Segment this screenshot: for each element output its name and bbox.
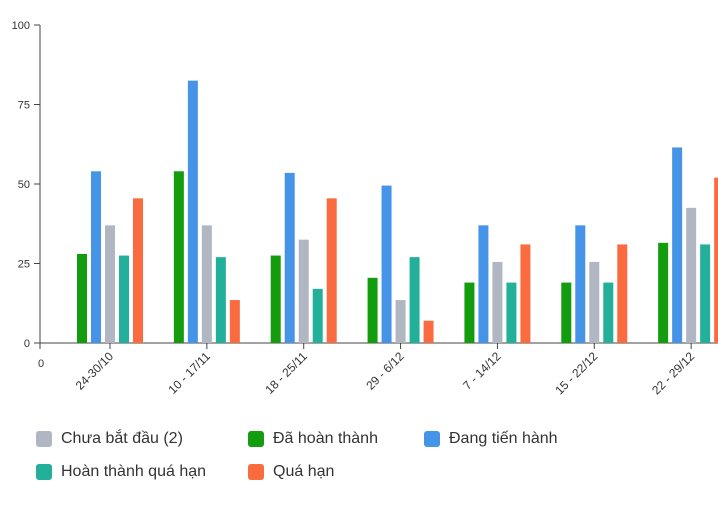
bar-4-6	[603, 282, 614, 343]
bar-2-5	[478, 225, 489, 343]
bar-3-4	[395, 300, 406, 343]
bar-2-6	[575, 225, 586, 343]
y-tick-label: 25	[18, 259, 30, 271]
legend-item: Quá hạn	[248, 463, 334, 481]
bar-4-4	[409, 257, 420, 343]
bar-1-2	[173, 171, 184, 343]
bar-1-7	[658, 242, 669, 343]
bar-2-4	[381, 185, 392, 343]
bar-5-2	[229, 300, 240, 343]
x-tick-label: 10 - 17/11	[165, 349, 213, 397]
y-tick-label: 0	[24, 338, 30, 350]
bar-1-5	[464, 282, 475, 343]
bar-5-6	[617, 244, 628, 343]
bar-3-3	[298, 239, 309, 343]
x-tick-label: 15 - 22/12	[552, 349, 600, 397]
bar-5-4	[423, 320, 434, 343]
y-tick-label: 100	[12, 20, 30, 32]
legend-label: Đang tiến hành	[449, 430, 558, 447]
bar-3-7	[686, 207, 697, 343]
x-tick-label: 22 - 29/12	[649, 349, 697, 397]
legend-label: Hoàn thành quá hạn	[61, 463, 207, 480]
bar-4-2	[215, 257, 226, 343]
legend-item: Đã hoàn thành	[248, 430, 378, 448]
bar-3-6	[589, 261, 600, 343]
bar-1-3	[270, 255, 281, 343]
legend-label: Quá hạn	[273, 463, 335, 480]
bar-5-5	[520, 244, 531, 343]
bar-4-5	[506, 282, 517, 343]
bar-5-1	[133, 198, 143, 343]
bar-3-1	[105, 225, 115, 343]
legend-swatch	[424, 431, 440, 447]
bar-2-3	[284, 172, 295, 343]
x-tick-label: 24-30/10	[73, 349, 117, 393]
legend-label: Chưa bắt đầu (2)	[61, 430, 183, 447]
legend-item: Đang tiến hành	[424, 430, 558, 448]
y-tick-label: 75	[18, 100, 30, 112]
legend-item: Chưa bắt đầu (2)	[36, 430, 183, 448]
bar-2-2	[187, 80, 198, 344]
bar-2-7	[672, 147, 683, 343]
x-tick-label: 29 - 6/12	[363, 349, 407, 393]
legend-swatch	[248, 431, 264, 447]
bar-1-4	[367, 277, 378, 343]
y-axis: 0 25 50 75 100	[12, 20, 41, 350]
bar-4-1	[119, 255, 129, 343]
x-axis: 0 24-30/10 10 - 17/11 18 - 25/11 29 - 6/12 7 …	[38, 342, 718, 397]
bars	[77, 80, 718, 344]
bar-4-3	[312, 288, 323, 343]
bar-2-1	[91, 171, 101, 343]
bar-3-2	[201, 225, 212, 343]
bar-5-3	[326, 198, 337, 343]
legend-swatch	[36, 431, 52, 447]
y-tick-label: 50	[18, 179, 30, 191]
x-tick-label: 7 - 14/12	[460, 349, 504, 393]
bar-1-1	[77, 253, 87, 343]
x-origin-label: 0	[38, 358, 44, 370]
legend-swatch	[248, 464, 264, 480]
bar-1-6	[561, 282, 572, 343]
bar-5-7	[714, 177, 718, 343]
bar-chart: 0 25 50 75 100 0 24-30/10 10 - 17/11 18 - 25/11…	[12, 20, 718, 397]
bar-4-7	[700, 244, 711, 343]
legend-item: Hoàn thành quá hạn	[36, 463, 206, 481]
bar-3-5	[492, 261, 503, 343]
legend-label: Đã hoàn thành	[273, 430, 378, 447]
legend-swatch	[36, 464, 52, 480]
x-tick-label: 18 - 25/11	[262, 349, 310, 397]
